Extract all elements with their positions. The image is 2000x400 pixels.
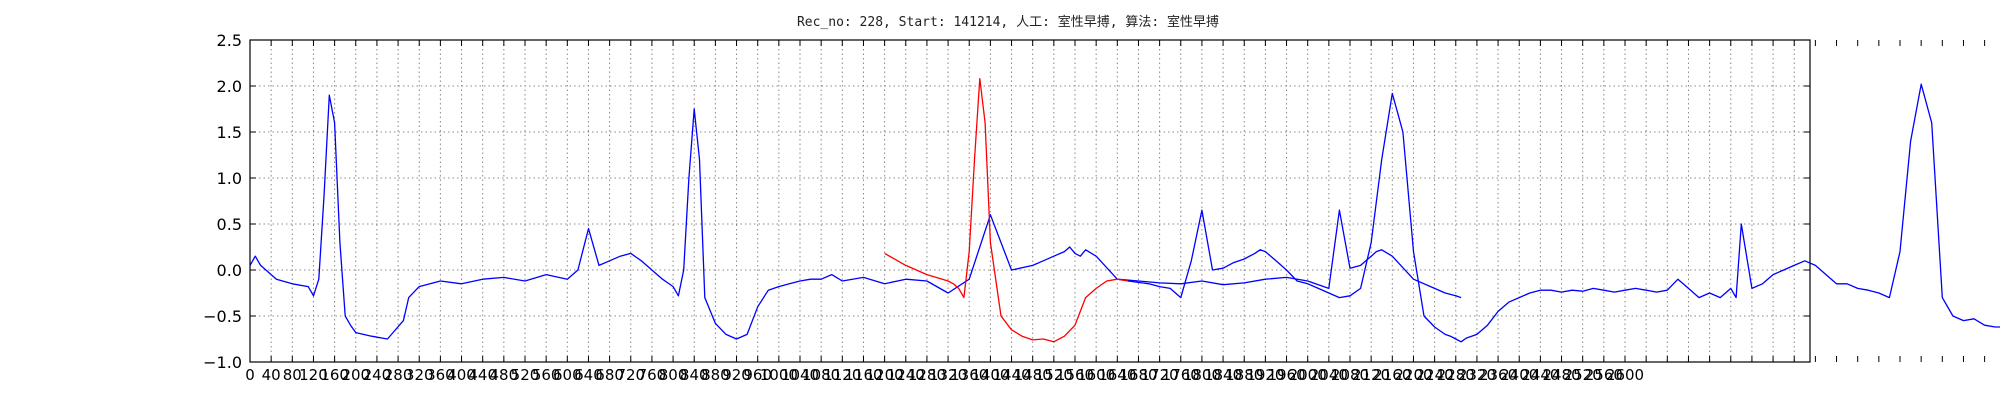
x-tick-label: 600 — [553, 366, 582, 384]
x-tick-label: 2240 — [1416, 366, 1454, 384]
x-tick-label: 2040 — [1310, 366, 1348, 384]
x-tick-label: 280 — [384, 366, 413, 384]
x-tick-label: 2280 — [1437, 366, 1475, 384]
x-tick-label: 1760 — [1162, 366, 1200, 384]
x-tick-label: 1520 — [1035, 366, 1073, 384]
x-axis: 0 40 8012016020024028032036040044048052056… — [245, 40, 1986, 384]
x-tick-label: 2000 — [1289, 366, 1327, 384]
x-tick-label: 880 — [701, 366, 730, 384]
x-tick-label: 760 — [638, 366, 667, 384]
x-tick-label: 1320 — [929, 366, 967, 384]
x-tick-label: 480 — [490, 366, 519, 384]
x-tick-label: 2160 — [1373, 366, 1411, 384]
x-tick-label: 1280 — [908, 366, 946, 384]
x-tick-label: 1840 — [1204, 366, 1242, 384]
x-tick-label: 680 — [595, 366, 624, 384]
plot-frame — [249, 39, 1811, 363]
x-tick-label: 1440 — [992, 366, 1030, 384]
x-tick-label: 560 — [532, 366, 561, 384]
x-tick-label: 40 — [262, 366, 281, 384]
x-tick-label: 1920 — [1246, 366, 1284, 384]
x-tick-label: 1120 — [823, 366, 861, 384]
x-tick-label: 2560 — [1585, 366, 1623, 384]
x-tick-label: 2520 — [1564, 366, 1602, 384]
x-tick-label: 1400 — [971, 366, 1009, 384]
y-tick-label: 2.0 — [217, 77, 242, 96]
x-tick-label: 80 — [283, 366, 302, 384]
x-tick-label: 2080 — [1331, 366, 1369, 384]
x-tick-label: 0 — [245, 366, 255, 384]
x-tick-label: 920 — [722, 366, 751, 384]
y-tick-label: −1.0 — [203, 353, 242, 372]
x-tick-label: 1160 — [844, 366, 882, 384]
x-tick-label: 960 — [743, 366, 772, 384]
x-tick-label: 1360 — [950, 366, 988, 384]
x-tick-label: 520 — [511, 366, 540, 384]
x-tick-label: 2400 — [1500, 366, 1538, 384]
ecg-series-line-2 — [1127, 83, 2000, 343]
x-tick-label: 1600 — [1077, 366, 1115, 384]
x-tick-label: 1640 — [1098, 366, 1136, 384]
x-tick-label: 800 — [659, 366, 688, 384]
x-tick-label: 2320 — [1458, 366, 1496, 384]
ecg-series-line-0 — [249, 94, 1462, 340]
x-tick-label: 1000 — [760, 366, 798, 384]
y-tick-label: 0.5 — [217, 215, 242, 234]
x-tick-label: 640 — [574, 366, 603, 384]
x-tick-label: 120 — [299, 366, 328, 384]
x-tick-label: 1880 — [1225, 366, 1263, 384]
y-tick-label: −0.5 — [203, 307, 242, 326]
x-tick-label: 1560 — [1056, 366, 1094, 384]
x-tick-label: 2360 — [1479, 366, 1517, 384]
x-tick-label: 440 — [468, 366, 497, 384]
x-tick-label: 2480 — [1542, 366, 1580, 384]
x-tick-label: 1080 — [802, 366, 840, 384]
x-tick-label: 720 — [616, 366, 645, 384]
x-tick-label: 1040 — [781, 366, 819, 384]
x-tick-label: 1720 — [1141, 366, 1179, 384]
y-tick-label: 1.0 — [217, 169, 242, 188]
x-tick-label: 160 — [320, 366, 349, 384]
x-tick-label: 840 — [680, 366, 709, 384]
grid — [250, 40, 1810, 362]
y-tick-label: 1.5 — [217, 123, 242, 142]
ecg-series-line-1 — [884, 77, 1129, 343]
x-tick-label: 320 — [405, 366, 434, 384]
series-layer — [249, 77, 2000, 343]
x-tick-label: 200 — [341, 366, 370, 384]
x-tick-label: 400 — [447, 366, 476, 384]
y-axis: −1.0 −0.5 0.0 0.5 1.0 1.5 2.0 2.5 — [203, 31, 1810, 372]
y-tick-label: 0.0 — [217, 261, 242, 280]
x-tick-label: 2200 — [1394, 366, 1432, 384]
x-tick-label: 2440 — [1521, 366, 1559, 384]
chart-title: Rec_no: 228, Start: 141214, 人工: 室性早搏, 算法… — [797, 14, 1219, 30]
y-tick-label: 2.5 — [217, 31, 242, 50]
x-tick-label: 1680 — [1119, 366, 1157, 384]
x-tick-label: 1200 — [866, 366, 904, 384]
x-tick-label: 240 — [363, 366, 392, 384]
x-tick-label: 360 — [426, 366, 455, 384]
x-tick-label: 1960 — [1267, 366, 1305, 384]
x-tick-label: 1800 — [1183, 366, 1221, 384]
x-tick-label: 1480 — [1014, 366, 1052, 384]
x-tick-label: 2600 — [1606, 366, 1644, 384]
x-tick-label: 2120 — [1352, 366, 1390, 384]
x-tick-label: 1240 — [887, 366, 925, 384]
